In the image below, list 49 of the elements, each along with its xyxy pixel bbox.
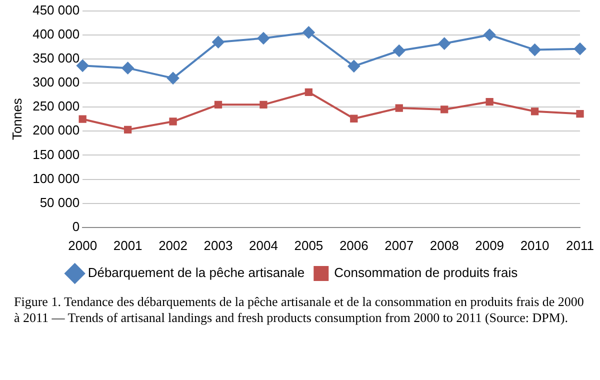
- point: [214, 100, 222, 108]
- y-tick-label: 0: [72, 218, 80, 234]
- point: [257, 32, 270, 44]
- point: [302, 26, 315, 38]
- x-tick-label: 2007: [384, 238, 414, 253]
- point: [124, 126, 132, 134]
- point: [304, 88, 313, 96]
- point: [122, 62, 134, 74]
- point: [574, 42, 586, 55]
- caption: Figure 1. Tendance des débarquements de la pêche artisanale et de la consommation en produits frais de 2000 à 2011 — Trends of artisanal landings and fresh products consumption from 2000 to 2011 (Source: DPM).: [14, 294, 585, 326]
- point: [212, 36, 224, 48]
- x-tick-label: 2001: [113, 238, 142, 253]
- point: [484, 28, 496, 41]
- x-tick-label: 2004: [249, 238, 278, 253]
- y-tick-label: 350 000: [32, 50, 80, 66]
- x-tick-label: 2002: [158, 238, 188, 253]
- point: [486, 98, 494, 106]
- x-tick-label: 2010: [520, 238, 550, 253]
- y-axis-title: Tonnes: [9, 98, 24, 140]
- y-tick-label: 50 000: [40, 194, 80, 210]
- legend-label: Débarquement de la pêche artisanale: [88, 265, 305, 280]
- point: [78, 115, 86, 123]
- y-tick-label: 300 000: [32, 74, 80, 90]
- y-tick-label: 450 000: [32, 2, 80, 18]
- point: [576, 110, 584, 118]
- y-tick-label: 400 000: [32, 26, 80, 42]
- y-tick-label: 250 000: [32, 98, 80, 114]
- y-tick-label: 200 000: [32, 122, 80, 138]
- y-tick-label: 100 000: [32, 170, 80, 186]
- x-tick-label: 2009: [475, 238, 504, 253]
- point: [350, 114, 358, 122]
- x-tick-label: 2000: [68, 238, 98, 253]
- point: [395, 104, 403, 112]
- point: [169, 118, 177, 126]
- point: [167, 72, 180, 84]
- x-tick-label: 2003: [204, 238, 233, 253]
- point: [348, 60, 360, 72]
- point: [438, 38, 450, 50]
- y-tick-label: 150 000: [32, 146, 80, 162]
- point: [528, 44, 541, 56]
- legend-label: Consommation de produits frais: [334, 265, 518, 280]
- x-tick-label: 2005: [294, 238, 324, 253]
- point: [393, 44, 406, 57]
- x-tick-label: 2006: [339, 238, 368, 253]
- x-tick-label: 2008: [430, 238, 459, 253]
- point: [260, 100, 268, 108]
- point: [440, 106, 448, 114]
- x-tick-label: 2011: [566, 238, 594, 253]
- point: [530, 108, 539, 116]
